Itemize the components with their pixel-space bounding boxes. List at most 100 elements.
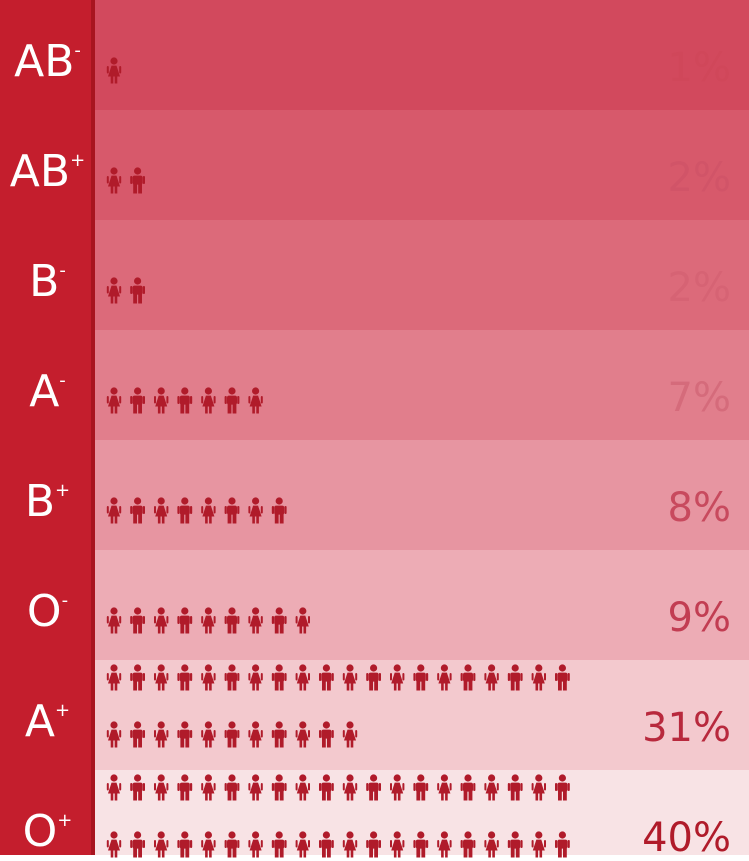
person-icon: [295, 774, 310, 801]
blood-type-label: O+: [22, 806, 73, 857]
person-icon: [224, 774, 240, 801]
person-icon: [555, 664, 570, 691]
person-icon: [271, 721, 287, 748]
person-icon: [201, 497, 216, 524]
person-icon: [154, 387, 169, 414]
person-icon: [177, 387, 193, 414]
person-icon: [106, 167, 122, 194]
person-icon: [555, 831, 570, 858]
row-band: [95, 220, 749, 330]
person-icon: [271, 607, 287, 634]
person-icon: [106, 277, 122, 304]
blood-type-label: A+: [24, 696, 71, 747]
person-icon: [248, 497, 263, 524]
blood-type-label: B+: [24, 476, 71, 527]
person-icon: [248, 607, 263, 634]
person-icon: [154, 831, 169, 858]
person-icon: [507, 664, 523, 691]
person-icon: [460, 831, 476, 858]
person-icon: [390, 664, 405, 691]
percent-label: 7%: [667, 375, 731, 421]
person-icon: [106, 607, 122, 634]
person-icon: [342, 721, 358, 748]
person-icon: [295, 721, 310, 748]
percent-label: 1%: [667, 45, 731, 91]
person-icon: [390, 774, 405, 801]
person-icon: [507, 774, 523, 801]
person-icon: [319, 664, 334, 691]
person-icon: [342, 774, 358, 801]
person-icon: [413, 774, 429, 801]
person-icon: [130, 721, 145, 748]
person-icon: [271, 497, 287, 524]
person-icon: [130, 664, 145, 691]
row-band: [95, 440, 749, 550]
person-icon: [201, 831, 216, 858]
person-icon: [130, 831, 145, 858]
person-icon: [319, 831, 334, 858]
person-icon: [177, 607, 193, 634]
person-icon: [366, 831, 381, 858]
person-icon: [224, 607, 240, 634]
person-icon: [295, 607, 310, 634]
person-icon: [366, 774, 381, 801]
person-icon: [224, 664, 240, 691]
person-icon: [201, 721, 216, 748]
person-icon: [106, 497, 122, 524]
person-icon: [319, 774, 334, 801]
person-icon: [224, 387, 240, 414]
person-icon: [271, 664, 287, 691]
person-icon: [130, 277, 145, 304]
person-icon: [106, 774, 122, 801]
person-icon: [437, 831, 452, 858]
person-icon: [177, 664, 193, 691]
person-icon: [484, 831, 499, 858]
person-icon: [106, 721, 122, 748]
person-icon: [106, 387, 122, 414]
blood-type-label: B-: [29, 256, 66, 307]
person-icon: [201, 664, 216, 691]
person-icon: [460, 774, 476, 801]
person-icon: [130, 387, 145, 414]
person-icon: [130, 607, 145, 634]
person-icon: [106, 831, 122, 858]
person-icon: [177, 721, 193, 748]
percent-label: 31%: [642, 705, 731, 751]
percent-label: 8%: [667, 485, 731, 531]
person-icon: [437, 664, 452, 691]
percent-label: 40%: [642, 815, 731, 861]
person-icon: [154, 721, 169, 748]
person-icon: [130, 167, 145, 194]
person-icon: [177, 497, 193, 524]
person-icon: [130, 497, 145, 524]
person-icon: [295, 664, 310, 691]
row-band: [95, 0, 749, 110]
person-icon: [413, 664, 429, 691]
person-icon: [248, 664, 263, 691]
person-icon: [271, 774, 287, 801]
person-icon: [224, 721, 240, 748]
person-icon: [390, 831, 405, 858]
person-icon: [130, 774, 145, 801]
person-icon: [366, 664, 381, 691]
person-icon: [555, 774, 570, 801]
row-band: [95, 550, 749, 660]
person-icon: [154, 607, 169, 634]
person-icon: [177, 831, 193, 858]
person-icon: [201, 387, 216, 414]
percent-label: 2%: [667, 265, 731, 311]
percent-label: 9%: [667, 595, 731, 641]
row-band: [95, 330, 749, 440]
person-icon: [531, 774, 546, 801]
blood-type-label: O-: [26, 586, 69, 637]
person-icon: [248, 774, 263, 801]
percent-label: 2%: [667, 155, 731, 201]
person-icon: [248, 387, 263, 414]
person-icon: [224, 831, 240, 858]
person-icon: [248, 831, 263, 858]
person-icon: [319, 721, 334, 748]
person-icon: [201, 774, 216, 801]
person-icon: [484, 774, 499, 801]
